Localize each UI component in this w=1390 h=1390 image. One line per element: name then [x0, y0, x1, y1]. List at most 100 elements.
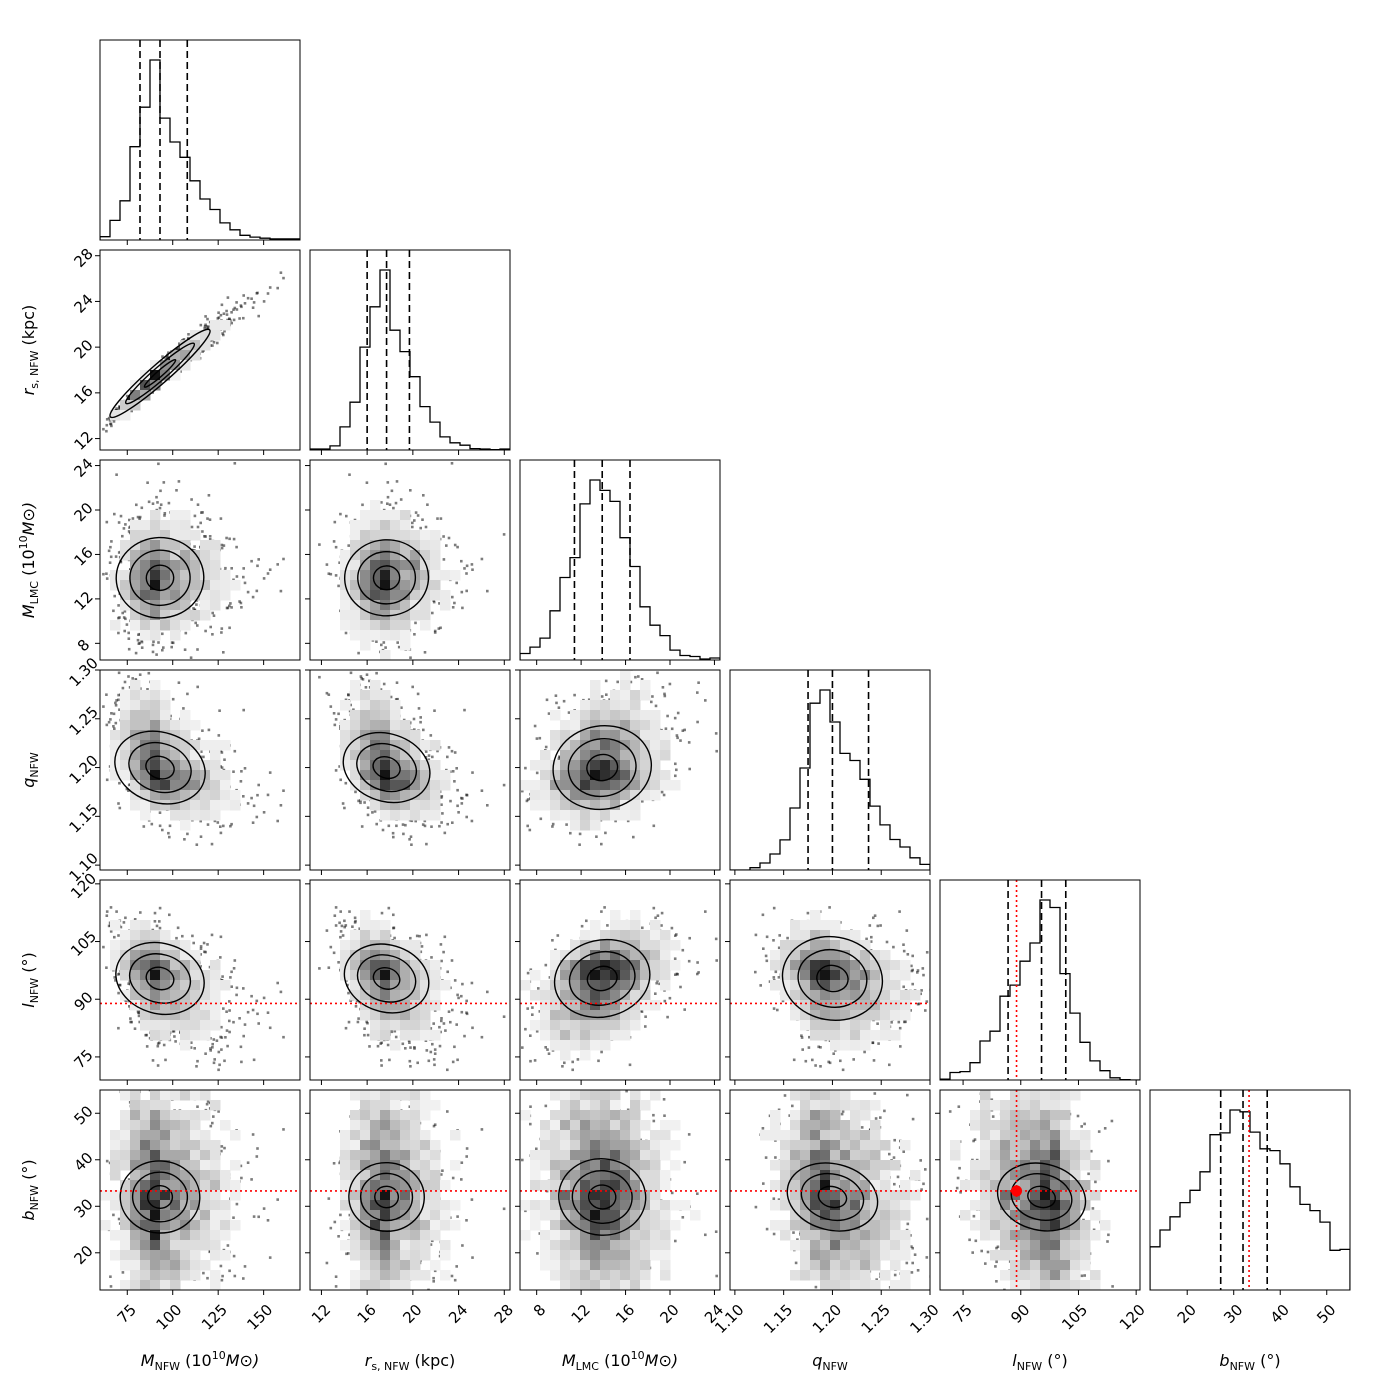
sample-point [282, 557, 285, 561]
sample-point [109, 422, 113, 426]
sample-point [158, 811, 162, 814]
sample-point [257, 314, 260, 318]
sample-point [282, 276, 285, 280]
density-cell [390, 600, 401, 611]
sample-point [223, 329, 226, 333]
sample-point [163, 514, 166, 517]
density-cell [110, 580, 121, 591]
sample-point [138, 673, 142, 676]
sample-point [178, 342, 181, 345]
sample-point [399, 498, 403, 501]
sample-point [228, 537, 231, 541]
sample-point [127, 783, 131, 787]
sample-point [384, 646, 387, 649]
density-cell [160, 560, 171, 571]
sample-point [225, 313, 229, 316]
sample-point [255, 589, 259, 593]
density-cell [180, 510, 191, 521]
density-cell [160, 590, 171, 601]
sample-point [211, 633, 214, 636]
sample-point [110, 712, 113, 715]
sample-point [256, 291, 259, 295]
sample-point [194, 621, 197, 625]
density-cell [400, 640, 411, 651]
sample-point [413, 519, 416, 522]
sample-point [102, 427, 105, 431]
sample-point [365, 481, 369, 484]
density-cell [130, 580, 141, 591]
density-cell [160, 610, 171, 621]
sample-point [486, 589, 489, 593]
density-cell [200, 540, 211, 551]
density-cell [190, 350, 201, 361]
sample-point [465, 589, 468, 593]
sample-point [386, 495, 390, 499]
density-cell [190, 580, 201, 591]
density-cell [370, 570, 381, 581]
density-cell [430, 550, 441, 561]
density-cell [390, 570, 401, 581]
density-cell [380, 530, 391, 541]
density-cell [120, 590, 131, 601]
sample-point [158, 824, 162, 828]
sample-point [439, 626, 442, 630]
y-tick-label: 16 [71, 382, 97, 408]
panel-M_LMC-M_LMC [519, 459, 721, 665]
density-cell [200, 580, 211, 591]
density-cell [400, 540, 411, 551]
sample-point [243, 581, 247, 585]
sample-point [276, 286, 279, 290]
sample-point [384, 462, 387, 466]
density-cell [360, 610, 371, 621]
sample-point [190, 498, 193, 501]
sample-point [230, 321, 233, 325]
sample-point [217, 311, 220, 314]
density-cell [150, 370, 161, 381]
density-cell [350, 580, 361, 591]
panel-frame [99, 459, 301, 661]
sample-point [266, 292, 270, 295]
contour-level-1 [145, 564, 175, 592]
sample-point [128, 518, 131, 522]
density-cell [110, 570, 121, 581]
sample-point [463, 567, 466, 570]
density-cell [190, 560, 201, 571]
sample-point [216, 821, 220, 824]
panel-frame [519, 459, 721, 661]
sample-point [445, 544, 448, 547]
sample-point [147, 500, 151, 504]
panel-rs_NFW-rs_NFW [309, 249, 511, 455]
sample-point [117, 631, 120, 635]
sample-point [206, 317, 209, 321]
density-cell [390, 620, 401, 631]
density-cell [160, 540, 171, 551]
sample-point [161, 355, 164, 358]
sample-point [127, 647, 131, 651]
sample-point [268, 286, 272, 289]
sample-point [502, 533, 506, 536]
sample-point [219, 765, 222, 768]
density-cell [150, 590, 161, 601]
sample-point [105, 423, 109, 427]
density-cell [340, 550, 351, 561]
density-cell [380, 550, 391, 561]
sample-point [347, 544, 350, 547]
density-cell [180, 530, 191, 541]
density-cell [210, 600, 221, 611]
density-cell [420, 610, 431, 621]
density-cell [370, 620, 381, 631]
sample-point [201, 530, 204, 533]
sample-point [131, 677, 134, 680]
sample-point [433, 629, 437, 633]
density-cell [390, 520, 401, 531]
density-cell [380, 510, 391, 521]
sample-point [219, 749, 223, 753]
sample-point [105, 723, 109, 727]
sample-point [186, 692, 189, 696]
density-cell [420, 540, 431, 551]
density-cell [210, 590, 221, 601]
sample-point [138, 641, 141, 645]
sample-point [105, 577, 109, 580]
sample-point [437, 627, 441, 630]
